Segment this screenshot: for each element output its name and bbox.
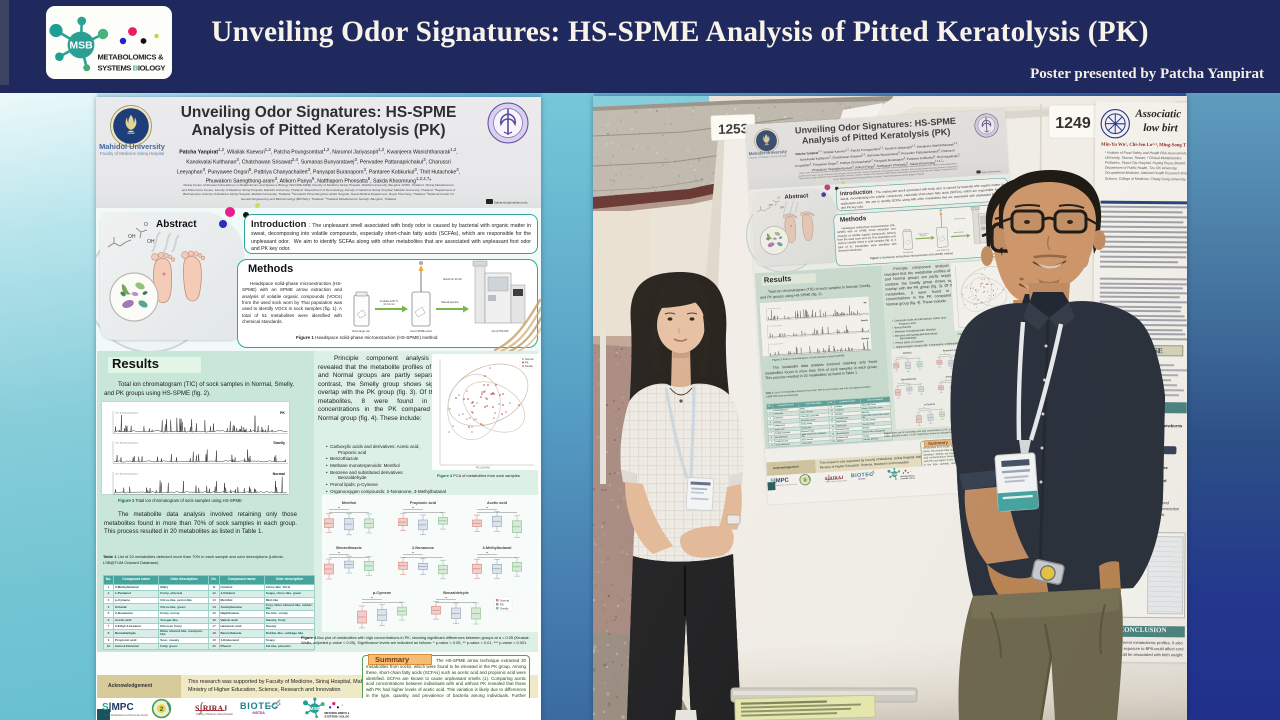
- svg-text:Manual injection: Manual injection: [441, 301, 459, 304]
- svg-text:x10 7 Normalized abundance: x10 7 Normalized abundance: [115, 413, 138, 415]
- svg-text:**: **: [412, 506, 415, 510]
- svg-text:**: **: [445, 596, 448, 600]
- svg-text:for 10 min: for 10 min: [384, 303, 395, 306]
- svg-text:**: **: [946, 379, 948, 381]
- svg-text:1249: 1249: [1055, 115, 1091, 132]
- svg-text:Smelly: Smelly: [273, 441, 285, 445]
- svg-text:Insert SPME arrow: Insert SPME arrow: [410, 329, 432, 333]
- svg-text:2-Nonanone: 2-Nonanone: [412, 546, 434, 550]
- svg-text:Extra large vial: Extra large vial: [903, 250, 914, 254]
- svg-text:GC-QTOF-MS: GC-QTOF-MS: [492, 329, 509, 333]
- svg-text:SYSTEMS BIOLOGY: SYSTEMS BIOLOGY: [98, 64, 166, 73]
- svg-text:O: O: [777, 195, 780, 199]
- svg-text:PK: PK: [864, 302, 868, 304]
- svg-text:Smelly: Smelly: [525, 364, 533, 368]
- svg-text:**: **: [412, 551, 415, 555]
- svg-text:Acetic acid: Acetic acid: [487, 501, 508, 505]
- svg-text:**: **: [903, 382, 905, 384]
- svg-text:PK: PK: [525, 361, 529, 365]
- svg-text:1253: 1253: [718, 121, 749, 137]
- svg-text:p-Cymene: p-Cymene: [924, 404, 936, 407]
- svg-text:Incubate at 50 °C: Incubate at 50 °C: [918, 232, 929, 236]
- svg-text:**: **: [338, 551, 341, 555]
- svg-text:OH: OH: [128, 234, 136, 240]
- svg-text:Propionic acid: Propionic acid: [410, 501, 437, 505]
- svg-text:2: 2: [804, 478, 806, 482]
- svg-text:Normal: Normal: [525, 357, 534, 361]
- svg-text:MSB: MSB: [310, 706, 321, 711]
- svg-text:3-Methylbutanal: 3-Methylbutanal: [483, 546, 512, 550]
- svg-text:Absorb for 20 min: Absorb for 20 min: [954, 217, 965, 221]
- svg-text:OH: OH: [780, 205, 785, 209]
- svg-text:p-Cymene: p-Cymene: [373, 591, 391, 595]
- svg-text:Smelly: Smelly: [861, 320, 869, 322]
- svg-text:PC1 (24.3%): PC1 (24.3%): [476, 467, 490, 470]
- svg-text:Insert SPME arrow: Insert SPME arrow: [937, 248, 951, 252]
- svg-text:Menthol: Menthol: [342, 501, 357, 505]
- svg-text:x10 7 Normalized abundance: x10 7 Normalized abundance: [115, 443, 138, 445]
- svg-text:x10 7 Normalized abundance: x10 7 Normalized abundance: [768, 324, 782, 328]
- svg-text:x10 7 Normalized abundance: x10 7 Normalized abundance: [115, 474, 138, 476]
- svg-text:**: **: [338, 506, 341, 510]
- svg-text:OH: OH: [147, 239, 155, 245]
- svg-text:Manual injection: Manual injection: [954, 230, 964, 234]
- svg-text:MSB: MSB: [69, 40, 93, 52]
- svg-text:PK: PK: [500, 603, 504, 607]
- svg-text:**: **: [371, 596, 374, 600]
- svg-text:**: **: [923, 407, 925, 409]
- svg-text:PK: PK: [280, 411, 285, 415]
- svg-text:Normal: Normal: [273, 472, 285, 476]
- svg-text:Absorb for 20 min: Absorb for 20 min: [443, 278, 463, 281]
- svg-text:for 10 min: for 10 min: [920, 235, 927, 237]
- svg-text:Incubate at 50 °C: Incubate at 50 °C: [380, 300, 399, 303]
- svg-text:Benzothiazole: Benzothiazole: [901, 377, 917, 381]
- svg-text:Propionic acid: Propionic acid: [943, 348, 959, 352]
- svg-text:SYSTEMS BIOLOGY: SYSTEMS BIOLOGY: [324, 715, 349, 719]
- svg-text:Smelly: Smelly: [500, 607, 509, 611]
- svg-text:OH: OH: [769, 203, 774, 207]
- svg-text:Extra large vial: Extra large vial: [352, 329, 370, 333]
- svg-text:METABOLOMICS &: METABOLOMICS &: [98, 53, 165, 62]
- svg-text:Normal: Normal: [500, 599, 509, 603]
- svg-text:**: **: [944, 353, 946, 355]
- svg-text:x10 7 Normalized abundance: x10 7 Normalized abundance: [767, 306, 781, 310]
- svg-text:Normal: Normal: [862, 338, 870, 340]
- svg-text:**: **: [486, 506, 489, 510]
- svg-text:Menthol: Menthol: [903, 351, 912, 355]
- svg-text:**: **: [486, 551, 489, 555]
- svg-text:METABOLOMICS &: METABOLOMICS &: [324, 711, 349, 715]
- svg-text:**: **: [901, 356, 903, 358]
- svg-text:2: 2: [160, 706, 164, 713]
- svg-text:Benzothiazole: Benzothiazole: [336, 546, 362, 550]
- svg-text:SYSTEMS BIOLOGY: SYSTEMS BIOLOGY: [900, 477, 915, 480]
- svg-text:Benzaldehyde: Benzaldehyde: [443, 591, 469, 595]
- svg-text:O: O: [144, 222, 148, 228]
- svg-text:x10 7 Normalized abundance: x10 7 Normalized abundance: [769, 342, 783, 346]
- svg-text:MSB: MSB: [891, 472, 897, 476]
